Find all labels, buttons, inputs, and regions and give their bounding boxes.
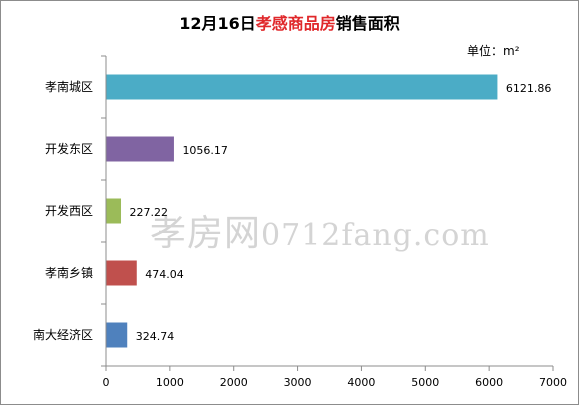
x-tick-label: 1000 xyxy=(156,376,184,389)
chart-title-date: 12月16日 xyxy=(179,14,256,33)
watermark-domain: 0712fang.com xyxy=(261,218,490,253)
bar xyxy=(106,322,128,348)
bar xyxy=(106,136,174,162)
unit-label: 单位：m² xyxy=(467,44,520,58)
x-tick-label: 6000 xyxy=(475,376,503,389)
category-label: 开发东区 xyxy=(45,141,93,156)
value-label: 1056.17 xyxy=(182,144,228,157)
x-tick-label: 0 xyxy=(103,376,110,389)
watermark-mark: 孝房网 xyxy=(150,213,262,254)
chart-title-highlight: 孝感商品房 xyxy=(255,14,336,33)
value-label: 474.04 xyxy=(145,268,184,281)
x-tick-label: 3000 xyxy=(284,376,312,389)
value-label: 324.74 xyxy=(136,330,175,343)
watermark: 孝房网0712fang.com xyxy=(150,204,490,256)
bar xyxy=(106,260,137,286)
category-label: 孝南城区 xyxy=(45,79,93,94)
chart-title: 12月16日孝感商品房销售面积 xyxy=(0,10,579,34)
category-label: 南大经济区 xyxy=(33,327,93,342)
category-label: 开发西区 xyxy=(45,203,93,218)
value-label: 227.22 xyxy=(130,206,169,219)
x-tick-label: 2000 xyxy=(220,376,248,389)
x-tick-label: 4000 xyxy=(347,376,375,389)
chart-title-suffix: 销售面积 xyxy=(335,14,400,33)
x-tick-label: 7000 xyxy=(539,376,567,389)
bar xyxy=(106,198,122,224)
bar xyxy=(106,74,498,100)
value-label: 6121.86 xyxy=(506,82,552,95)
x-tick-label: 5000 xyxy=(411,376,439,389)
category-label: 孝南乡镇 xyxy=(45,265,93,280)
